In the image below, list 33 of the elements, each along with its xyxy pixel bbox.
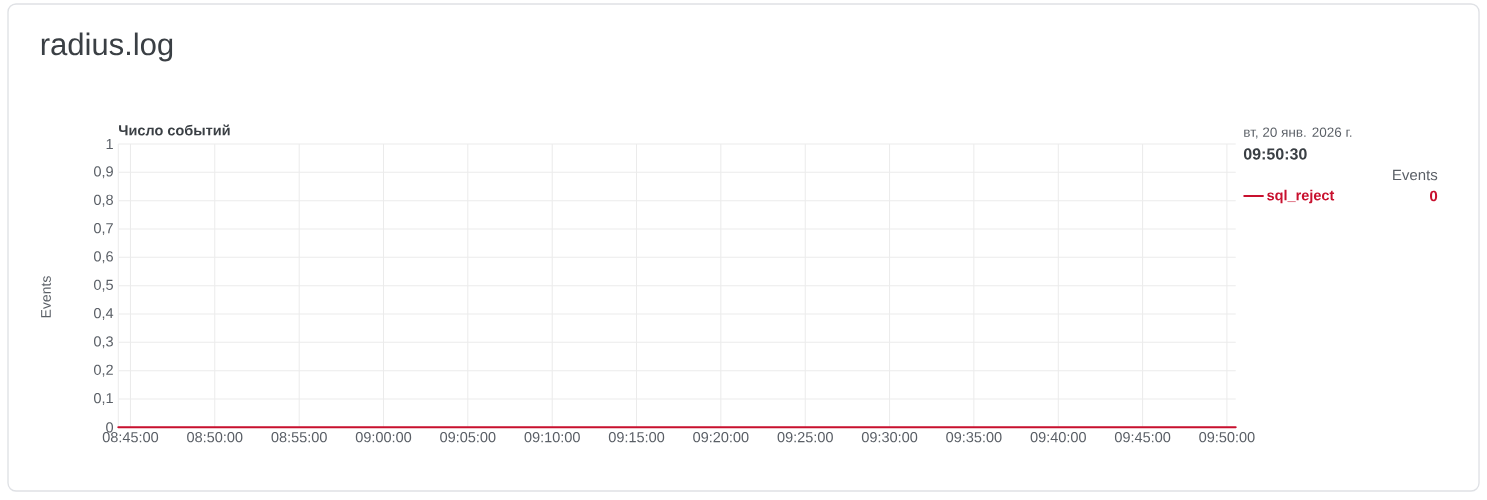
- legend-label: sql_reject: [1267, 189, 1335, 204]
- x-tick-label: 08:45:00: [102, 432, 159, 443]
- y-tick-label: 0,1: [93, 392, 113, 405]
- x-tick-label: 08:50:00: [187, 432, 243, 443]
- y-tick-label: 0,6: [93, 251, 113, 264]
- x-tick-label: 09:30:00: [861, 432, 918, 443]
- y-tick-label: 0,4: [93, 307, 114, 320]
- x-tick-label: 09:10:00: [524, 432, 580, 443]
- y-tick-label: 0,7: [93, 222, 113, 235]
- x-tick-label: 09:15:00: [608, 432, 665, 443]
- text: вт, 20 янв. 2026 г.: [1244, 127, 1352, 139]
- text: 09:50:30: [1243, 148, 1307, 160]
- y-axis-title: Events: [41, 276, 51, 318]
- x-tick-label: 09:45:00: [1114, 432, 1171, 443]
- x-tick-label: 09:35:00: [946, 432, 1002, 443]
- text: Events: [1393, 169, 1438, 181]
- y-tick-label: 0,9: [93, 166, 113, 179]
- x-tick-label: 09:40:00: [1030, 432, 1086, 443]
- y-tick-label: 0: [106, 422, 114, 433]
- y-tick-label: 0,3: [93, 336, 113, 349]
- y-tick-label: 0,5: [93, 279, 113, 292]
- chart-subtitle: Число событий: [119, 124, 230, 136]
- x-tick-label: 09:20:00: [693, 432, 749, 443]
- x-tick-label: 08:55:00: [271, 432, 327, 443]
- y-tick-label: 1: [106, 139, 113, 149]
- y-tick-label: 0,2: [93, 364, 113, 377]
- x-tick-label: 09:05:00: [440, 432, 496, 443]
- x-tick-label: 09:25:00: [777, 432, 833, 443]
- chart-title: radius.log: [41, 32, 173, 62]
- text: 0: [1430, 190, 1438, 202]
- x-tick-label: 09:50:00: [1199, 432, 1255, 443]
- x-tick-label: 09:00:00: [355, 432, 412, 443]
- y-tick-label: 0,8: [93, 194, 113, 207]
